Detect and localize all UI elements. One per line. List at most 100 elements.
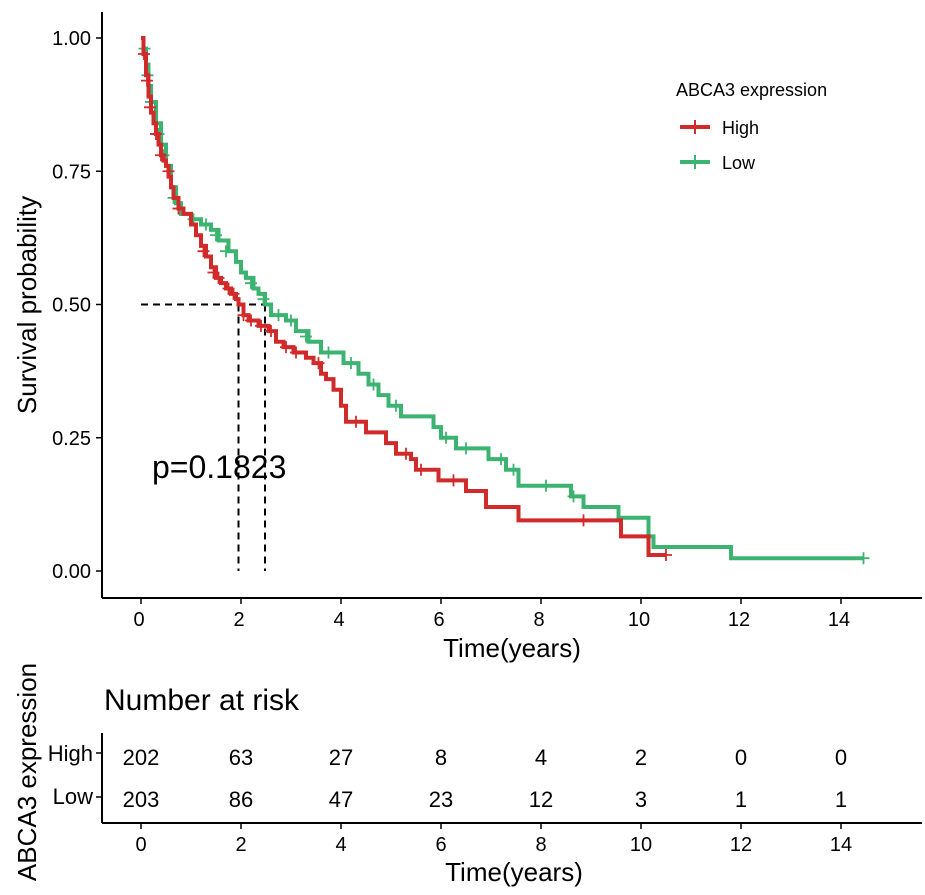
risk-counts: 202 63 27 8 4 2 0 0 203 86 47 23 12 3 1 1 [123,745,847,812]
risk-x-axis-label: Time(years) [445,857,583,887]
censor-mark-high [222,282,235,295]
y-tick-label: 0.25 [52,428,91,450]
censor-mark-high [155,149,167,162]
risk-count-low: 86 [229,787,253,812]
censor-mark-low [367,378,380,391]
censor-mark-low [540,479,552,492]
risk-table-title: Number at risk [104,684,300,717]
risk-count-low: 3 [635,787,647,812]
censor-mark-low [507,463,520,476]
risk-x-tick-label: 2 [235,834,246,856]
median-lines [141,303,266,571]
censor-mark-low [300,330,312,343]
y-tick-label: 0.00 [52,561,91,583]
risk-count-low: 203 [123,787,160,812]
censor-mark-low [567,490,580,503]
p-value-annotation: p=0.1823 [152,449,286,485]
legend-item-high: High [680,118,759,138]
risk-group-high: High [48,741,93,766]
x-tick-label: 0 [133,609,144,631]
risk-row-label-low: Low [53,784,102,809]
risk-count-low: 12 [529,787,553,812]
censor-mark-high [447,474,460,487]
legend: ABCA3 expression High Low [676,80,827,173]
risk-count-low: 1 [835,787,847,812]
censor-mark-high [150,127,162,140]
censor-mark-high [415,463,427,476]
risk-count-low: 47 [329,787,353,812]
x-tick-label: 10 [628,609,650,631]
legend-label-high: High [722,118,759,138]
censor-mark-high [207,266,220,279]
censor-mark-high [255,319,267,332]
y-tick-label: 0.75 [52,161,91,183]
risk-count-high: 8 [435,745,447,770]
censor-mark-low [272,309,285,322]
risk-count-low: 1 [735,787,747,812]
censor-mark-low [210,229,222,242]
risk-x-tick-label: 0 [135,834,146,856]
y-tick-label: 1.00 [52,28,91,50]
censor-mark-high [245,314,257,327]
censor-mark-high [400,447,412,460]
risk-group-low: Low [53,784,93,809]
censor-mark-high [138,47,150,60]
series-layer [138,36,870,565]
risk-y-axis-label: ABCA3 expression [12,663,42,881]
risk-row-label-high: High [48,741,102,766]
x-tick-label: 12 [728,609,750,631]
censor-mark-high [144,101,156,114]
risk-count-high: 0 [735,745,747,770]
risk-count-high: 0 [835,745,847,770]
legend-item-low: Low [680,153,756,173]
censor-mark-low [857,552,870,565]
censor-mark-low [322,346,335,359]
censor-mark-low [257,293,270,306]
x-axis-label: Time(years) [443,633,581,663]
risk-count-high: 27 [329,745,353,770]
y-ticks: 0.00 0.25 0.50 0.75 1.00 [52,28,102,583]
censor-mark-low [285,314,297,327]
censor-mark-high [280,341,292,354]
censor-mark-high [141,74,153,87]
y-tick-label: 0.50 [52,295,91,317]
censor-mark-low [220,245,232,258]
censor-mark-high [312,357,325,370]
censor-mark-low [440,431,452,444]
risk-x-tick-label: 12 [730,834,752,856]
legend-title: ABCA3 expression [676,80,827,100]
censor-mark-high [660,549,672,562]
risk-count-high: 2 [635,745,647,770]
x-tick-label: 2 [233,609,244,631]
x-tick-label: 4 [333,609,344,631]
censor-mark-low [390,399,402,412]
main-plot: 0.00 0.25 0.50 0.75 1.00 0 2 4 6 8 10 12 14 p=0.182… [12,12,922,663]
censor-mark-low [345,357,357,370]
x-tick-label: 14 [828,609,850,631]
risk-x-ticks: 0 2 4 6 8 10 12 14 [135,823,852,856]
censor-mark-high [265,325,277,338]
censor-mark-low [495,453,507,466]
risk-x-tick-label: 8 [535,834,546,856]
x-tick-label: 8 [533,609,544,631]
censor-mark-high [350,415,362,428]
censor-mark-high [197,245,210,258]
censor-mark-low [200,218,212,231]
censor-mark-low [245,277,257,290]
legend-label-low: Low [722,153,756,173]
risk-count-high: 4 [535,745,547,770]
risk-x-tick-label: 14 [830,834,852,856]
risk-count-high: 202 [123,745,160,770]
censor-mark-high [227,287,240,300]
risk-count-high: 63 [229,745,253,770]
censor-mark-high [577,514,590,527]
censor-mark-high [212,271,225,284]
censor-mark-high [290,346,302,359]
censor-mark-high [237,309,250,322]
risk-x-tick-label: 4 [335,834,346,856]
y-axis-label: Survival probability [12,196,42,414]
censor-mark-low [460,442,472,455]
x-ticks: 0 2 4 6 8 10 12 14 [133,598,850,631]
